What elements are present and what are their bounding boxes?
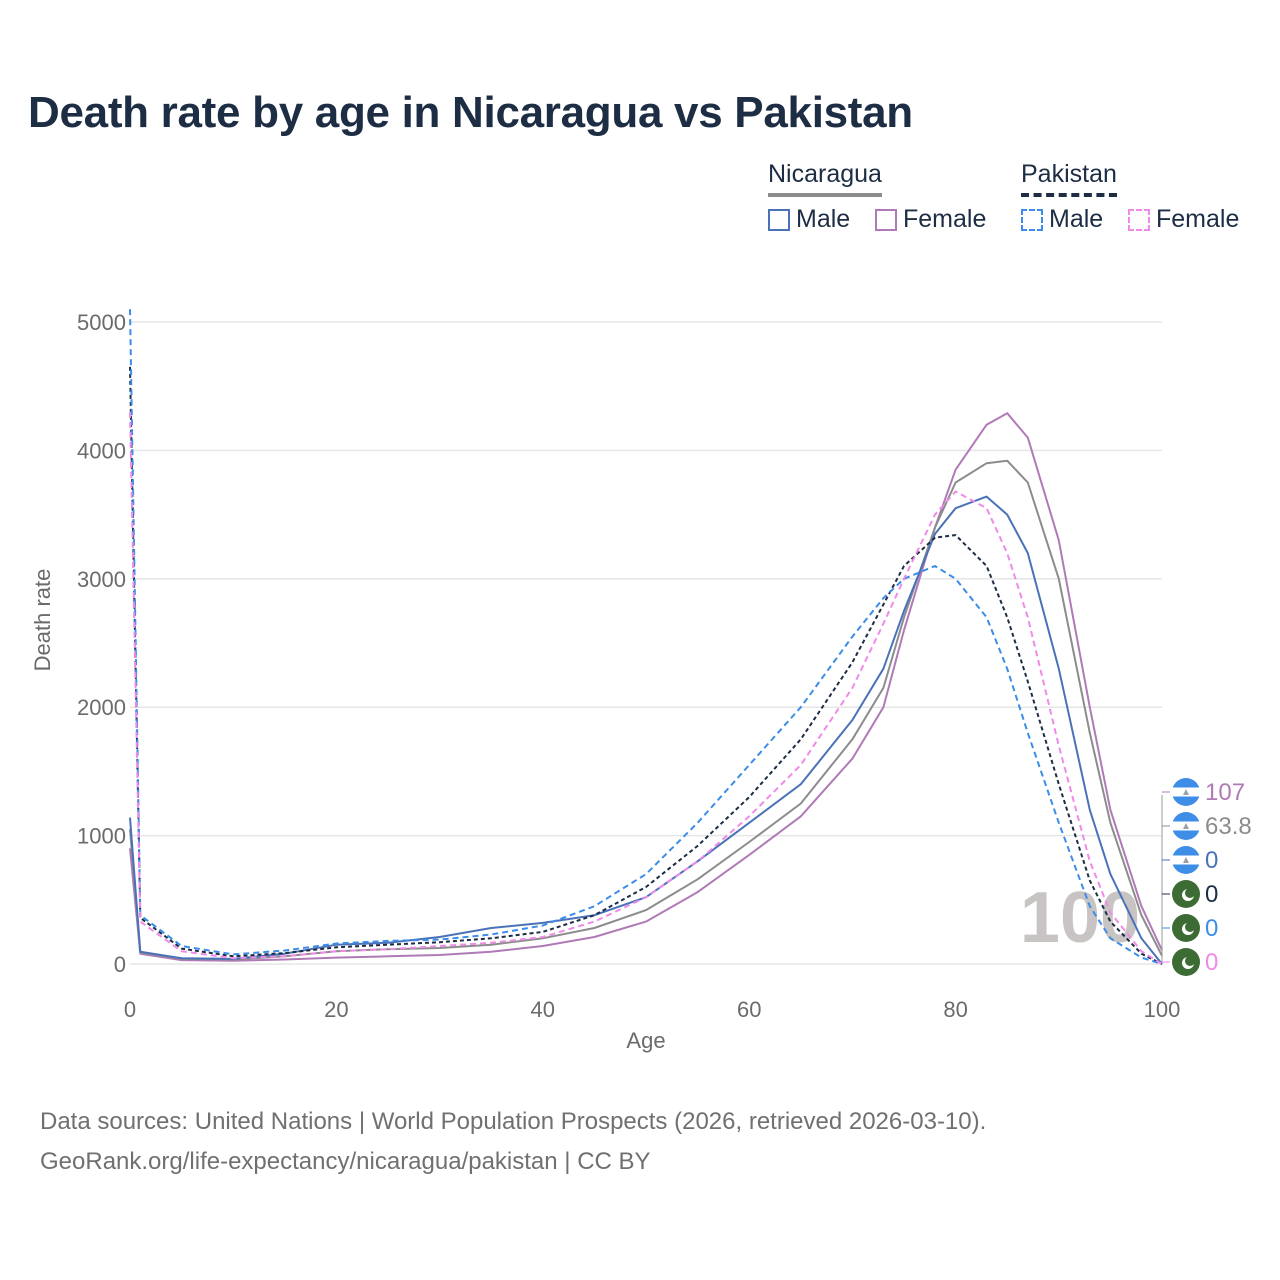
series-lines [129,309,1163,965]
series-line-nic-female [129,412,1163,962]
flag-emblem [1183,789,1189,795]
legend: Nicaragua Pakistan Male Female Male Fema… [0,160,1280,250]
x-tick-label: 100 [1144,997,1181,1022]
legend-label: Female [903,205,987,233]
x-axis: 0 20 40 60 80 100 [124,997,1180,1022]
y-tick-label: 3000 [77,567,126,592]
flag-emblem [1183,823,1189,829]
gridlines [130,321,1162,965]
series-line-pak-male [129,309,1163,965]
y-axis-label: Death rate [30,569,55,672]
x-tick-label: 0 [124,997,136,1022]
legend-group-title: Pakistan [1021,160,1117,188]
legend-swatch [768,208,790,231]
y-tick-label: 0 [114,952,126,977]
y-tick-label: 1000 [77,824,126,849]
end-label-value: 63.8 [1205,813,1252,840]
y-tick-label: 4000 [77,438,126,463]
end-label-value: 0 [1205,881,1218,908]
x-tick-label: 80 [943,997,967,1022]
series-line-pak-total [129,366,1163,965]
legend-swatch [1128,208,1150,231]
legend-item-pakistan-male[interactable]: Male [1021,205,1103,234]
end-label-value: 107 [1205,779,1245,806]
x-tick-label: 20 [324,997,348,1022]
series-line-pak-female [129,411,1163,965]
legend-label: Female [1156,205,1240,233]
year-watermark: 100 [1020,878,1140,958]
end-label-value: 0 [1205,915,1218,942]
series-line-nic-male [129,495,1163,965]
x-tick-label: 40 [531,997,555,1022]
legend-item-nicaragua-male[interactable]: Male [768,205,850,234]
legend-group-title: Nicaragua [768,160,882,188]
legend-swatch [875,208,897,231]
y-axis: 0 1000 2000 3000 4000 5000 [77,310,126,977]
footer-sources: Data sources: United Nations | World Pop… [40,1108,987,1135]
legend-group-nicaragua[interactable]: Nicaragua [768,160,882,197]
x-tick-label: 60 [737,997,761,1022]
end-label-value: 0 [1205,847,1218,874]
y-tick-label: 5000 [77,310,126,335]
legend-group-pakistan[interactable]: Pakistan [1021,160,1117,197]
y-tick-label: 2000 [77,695,126,720]
flag-emblem [1183,857,1189,863]
end-label-value: 0 [1205,949,1218,976]
legend-item-pakistan-female[interactable]: Female [1128,205,1239,234]
chart-title: Death rate by age in Nicaragua vs Pakist… [28,88,913,137]
flag-crescent-cut [1185,956,1195,966]
legend-label: Male [1049,205,1104,233]
flag-crescent-cut [1185,888,1195,898]
x-axis-label: Age [626,1028,665,1053]
legend-item-nicaragua-female[interactable]: Female [875,205,986,234]
legend-label: Male [796,205,851,233]
footer-link[interactable]: GeoRank.org/life-expectancy/nicaragua/pa… [40,1148,651,1175]
flag-crescent-cut [1185,922,1195,932]
series-line-nic-total [129,459,1163,961]
end-labels: 107 63.8 0 0 0 0 [1161,778,1252,976]
legend-swatch [1021,208,1043,231]
